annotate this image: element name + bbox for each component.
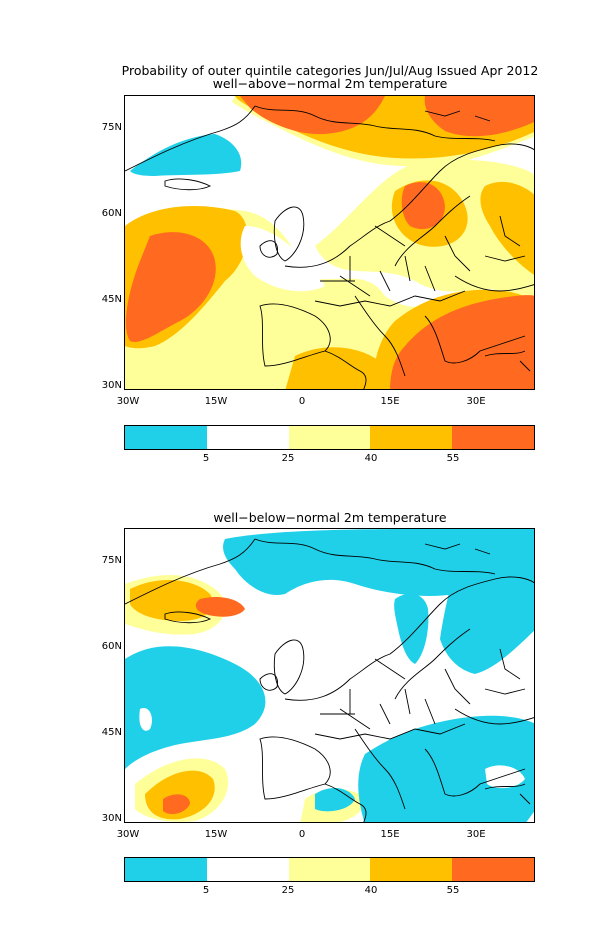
colorbar-segment-cyan	[125, 426, 207, 449]
colorbar-label: 25	[281, 453, 295, 464]
colorbar-segment-red	[452, 426, 534, 449]
y-tick-label: 30N	[101, 380, 122, 391]
white-patch	[240, 226, 325, 292]
y-tick-label: 45N	[101, 294, 122, 305]
x-tick-label: 30E	[466, 829, 486, 840]
y-tick-label: 30N	[101, 813, 122, 824]
cyan-region	[315, 787, 355, 812]
colorbar-segment-white	[206, 858, 289, 881]
colorbar-label: 5	[202, 885, 210, 896]
red-region	[195, 597, 245, 617]
red-region	[401, 182, 445, 230]
colorbar-segment-white	[206, 426, 289, 449]
colorbar-segment-yellow	[288, 426, 371, 449]
orange-region	[285, 347, 385, 389]
map-panel-below-normal	[124, 528, 535, 823]
colorbar-segment-cyan	[125, 858, 207, 881]
x-tick-label: 30E	[466, 396, 486, 407]
panel1-subtitle: well−above−normal 2m temperature	[212, 76, 448, 91]
y-tick-label: 45N	[101, 727, 122, 738]
orange-region	[130, 579, 214, 621]
red-region	[390, 295, 534, 389]
y-tick-label: 75N	[101, 122, 122, 133]
cyan-region	[394, 593, 429, 664]
panel2-subtitle: well−below−normal 2m temperature	[213, 510, 447, 525]
colorbar-bottom	[124, 857, 535, 882]
cyan-region	[130, 134, 242, 176]
y-tick-label: 60N	[101, 641, 122, 652]
map-below-normal-svg	[125, 529, 534, 822]
colorbar-segment-red	[452, 858, 534, 881]
cyan-region	[125, 646, 266, 769]
colorbar-label: 55	[446, 453, 460, 464]
x-tick-label: 15E	[380, 829, 400, 840]
colorbar-label: 25	[281, 885, 295, 896]
cyan-region	[485, 765, 525, 789]
x-tick-label: 0	[298, 829, 306, 840]
colorbar-label: 40	[364, 453, 378, 464]
x-tick-label: 30W	[116, 396, 140, 407]
coastlines	[125, 538, 534, 822]
map-above-normal-svg	[125, 96, 534, 389]
red-region	[163, 794, 190, 815]
x-tick-label: 0	[298, 396, 306, 407]
orange-region	[480, 181, 534, 275]
x-tick-label: 15E	[380, 396, 400, 407]
cyan-region	[139, 708, 152, 731]
colorbar-segment-yellow	[288, 858, 371, 881]
colorbar-label: 5	[202, 453, 210, 464]
x-tick-label: 30W	[116, 829, 140, 840]
colorbar-label: 55	[446, 885, 460, 896]
colorbar-top	[124, 425, 535, 450]
cyan-region	[440, 564, 534, 674]
x-tick-label: 15W	[204, 396, 228, 407]
map-panel-above-normal	[124, 95, 535, 390]
x-tick-label: 15W	[204, 829, 228, 840]
cyan-region	[358, 715, 534, 822]
colorbar-label: 40	[364, 885, 378, 896]
y-tick-label: 75N	[101, 555, 122, 566]
figure-title: Probability of outer quintile categories…	[121, 63, 539, 78]
red-region	[125, 232, 216, 342]
colorbar-segment-orange	[370, 858, 453, 881]
coastlines	[125, 105, 534, 389]
y-tick-label: 60N	[101, 208, 122, 219]
red-region	[424, 96, 534, 137]
colorbar-segment-orange	[370, 426, 453, 449]
